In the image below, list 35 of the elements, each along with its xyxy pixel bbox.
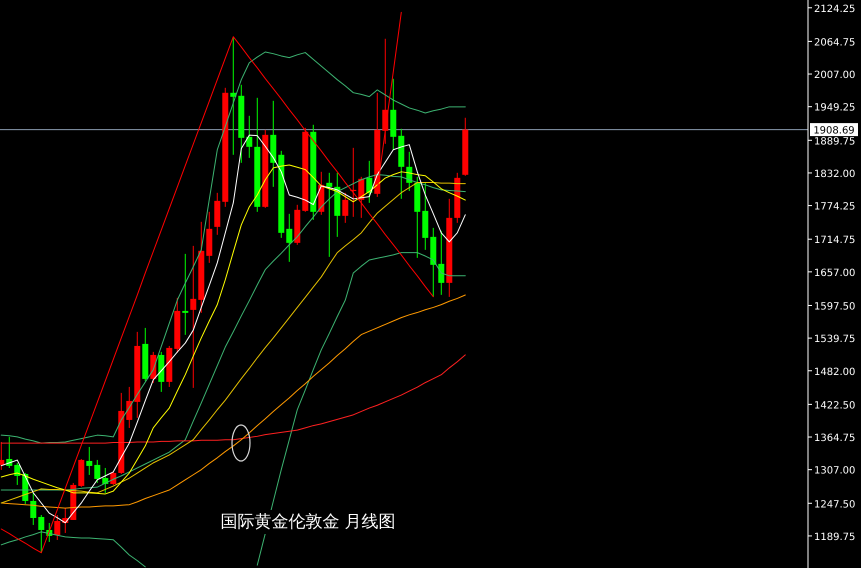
y-tick-label: 1364.75: [814, 433, 856, 444]
y-tick-label: 1832.00: [814, 168, 856, 180]
y-tick-label: 1482.00: [814, 366, 856, 378]
candlestick: [94, 459, 100, 484]
candlestick: [326, 172, 332, 258]
candlestick: [246, 115, 252, 158]
y-tick-label: 1774.25: [814, 202, 856, 213]
candlestick: [438, 230, 444, 296]
candlestick: [54, 514, 60, 540]
y-tick-label: 1949.25: [814, 102, 856, 114]
y-tick-label: 2007.00: [814, 70, 856, 82]
annotation: 国际黄金伦敦金 月线图: [220, 512, 396, 532]
y-tick-label: 2064.75: [814, 37, 856, 48]
y-tick-label: 1422.50: [814, 400, 856, 412]
candlestick: [30, 492, 36, 526]
candlestick: [182, 253, 188, 336]
line-series: [0, 354, 466, 444]
y-tick-label: 1889.75: [814, 136, 856, 148]
candlestick: [86, 446, 92, 476]
y-tick-label: 2124.25: [814, 4, 856, 15]
y-tick-label: 1189.75: [814, 532, 856, 543]
line-series: [0, 52, 466, 444]
line-series: [0, 36, 434, 554]
y-tick-label: 1247.50: [814, 499, 856, 510]
y-tick-label: 1597.50: [814, 301, 856, 312]
candlestick: [342, 192, 348, 224]
y-tick-label: 1539.75: [814, 334, 856, 346]
y-tick-label: 1307.00: [814, 466, 856, 477]
candlestick: [38, 514, 44, 554]
candlestick: [286, 213, 292, 262]
ref-line-label: 1908.69: [813, 126, 855, 137]
y-tick-label: 1657.00: [814, 268, 856, 279]
y-tick-label: 1714.75: [814, 235, 856, 246]
candlestick: [190, 245, 196, 388]
candlestick: [126, 386, 132, 428]
